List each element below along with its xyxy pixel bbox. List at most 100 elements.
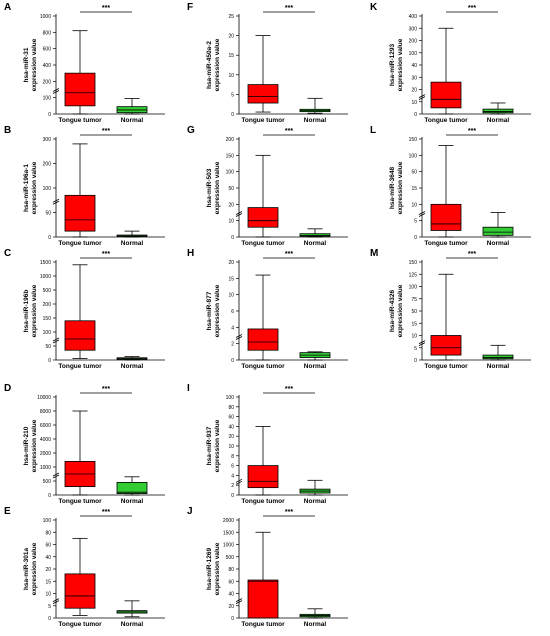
panel-letter: E <box>4 506 11 517</box>
y-tick-label: 50 <box>45 211 51 217</box>
box-iqr <box>482 108 514 114</box>
box-tongue-tumor <box>247 274 279 361</box>
y-axis-label: hsa-miR-196a-1 <box>23 164 30 212</box>
x-category-label: Tongue tumor <box>58 117 102 124</box>
y-tick-label: 400 <box>43 63 52 69</box>
box-tongue-tumor <box>247 154 279 238</box>
axis-break-mark <box>52 90 60 94</box>
y-tick-label: 60 <box>228 415 234 421</box>
y-axis-label-2: expression value <box>214 542 221 595</box>
y-axis-label-2: expression value <box>31 419 38 472</box>
y-tick-label: 20 <box>228 202 234 208</box>
y-tick-label: 0 <box>414 235 417 241</box>
significance-label: *** <box>102 251 110 258</box>
box-plot-j: 0 20 40 60 80 500 1000 1500 2000 hsa-miR-1269 expr… <box>206 509 348 628</box>
y-tick-label: 5 <box>414 346 417 352</box>
panel-letter: D <box>4 383 12 394</box>
box-normal <box>116 600 148 618</box>
box-tongue-tumor <box>430 273 462 361</box>
y-tick-label: 200 <box>226 137 235 143</box>
y-tick-label: 2 <box>231 342 234 348</box>
box-tongue-tumor <box>64 264 96 359</box>
axis-break-mark <box>235 211 243 215</box>
significance-label: *** <box>468 251 476 258</box>
y-axis-label-2: expression value <box>31 284 38 337</box>
box-plot-k: 0 10 20 30 40 100 200 300 400 hsa-miR-1293 express… <box>389 5 531 124</box>
x-category-label: Normal <box>487 240 510 247</box>
y-axis-label: hsa-miR-937 <box>206 426 213 465</box>
y-tick-label: 4000 <box>40 437 51 443</box>
axis-break-mark <box>235 213 243 217</box>
box-tongue-tumor <box>247 531 279 619</box>
y-tick-label: 20 <box>411 88 417 94</box>
y-tick-label: 125 <box>409 272 418 278</box>
y-tick-label: 0 <box>231 112 234 118</box>
y-tick-label: 100 <box>409 153 418 159</box>
y-tick-label: 150 <box>409 260 418 266</box>
x-category-label: Normal <box>121 621 144 628</box>
y-tick-label: 0 <box>48 358 51 364</box>
y-tick-label: 15 <box>228 276 234 282</box>
significance-label: *** <box>285 251 293 258</box>
x-category-label: Normal <box>121 240 144 247</box>
x-category-label: Normal <box>304 117 327 124</box>
panel-letter: B <box>4 125 12 136</box>
box-plot-e: 0 5 10 15 20 40 60 80 100 hsa-miR-301a expression … <box>23 509 165 628</box>
panel-k: K 0 10 20 30 40 100 200 300 400 hsa-miR-1293 expres… <box>366 2 546 128</box>
box-iqr <box>64 194 96 232</box>
x-category-label: Normal <box>487 363 510 370</box>
axis-break-mark <box>52 88 60 92</box>
y-tick-label: 4 <box>231 473 234 479</box>
axis-break-mark <box>235 480 243 485</box>
box-normal <box>116 98 148 115</box>
box-normal <box>299 97 331 114</box>
significance-label: *** <box>102 128 110 135</box>
y-tick-label: 600 <box>43 47 52 53</box>
y-tick-label: 60 <box>228 579 234 585</box>
box-tongue-tumor <box>64 30 96 115</box>
box-plot-b: 0 50 100 200 300 hsa-miR-196a-1 expression val… <box>23 128 165 247</box>
box-plot-i: 0 2 4 6 8 10 20 40 60 80 100 hsa-miR-937 expression … <box>206 386 348 505</box>
x-category-label: Normal <box>121 498 144 505</box>
y-tick-label: 200 <box>43 302 52 308</box>
box-iqr <box>299 233 331 237</box>
panel-letter: G <box>187 125 195 136</box>
y-tick-label: 15 <box>228 53 234 59</box>
y-tick-label: 200 <box>409 39 418 45</box>
box-plot-c: 0 50 100 150 200 500 1000 1500 hsa-miR-196b expre… <box>23 251 165 370</box>
box-iqr <box>247 465 279 489</box>
panel-letter: M <box>370 248 379 259</box>
x-category-label: Normal <box>304 621 327 628</box>
axis-break-mark <box>418 96 426 100</box>
y-tick-label: 0 <box>414 358 417 364</box>
y-tick-label: 150 <box>409 137 418 143</box>
y-tick-label: 800 <box>43 30 52 36</box>
axis-break-mark <box>52 598 60 602</box>
y-axis-label: hsa-miR-450a-2 <box>206 41 213 89</box>
box-tongue-tumor <box>64 410 96 496</box>
axis-break-mark <box>418 340 426 344</box>
x-category-label: Normal <box>304 240 327 247</box>
box-normal <box>482 344 514 361</box>
y-tick-label: 20 <box>228 34 234 40</box>
y-tick-label: 10 <box>411 202 417 208</box>
y-axis-label: hsa-miR-1269 <box>206 547 213 590</box>
x-category-label: Tongue tumor <box>241 117 285 124</box>
y-axis-label: hsa-miR-3648 <box>389 166 396 209</box>
panel-g: G 0 10 20 50 100 150 200 hsa-miR-503 expression v… <box>183 125 363 251</box>
y-tick-label: 2000 <box>223 518 234 524</box>
y-tick-label: 0 <box>231 358 234 364</box>
box-plot-g: 0 10 20 50 100 150 200 hsa-miR-503 expression va… <box>206 128 348 247</box>
x-category-label: Tongue tumor <box>241 621 285 628</box>
y-tick-label: 6 <box>231 309 234 315</box>
y-axis-label: hsa-miR-1293 <box>389 43 396 86</box>
box-tongue-tumor <box>430 27 462 115</box>
y-tick-label: 5 <box>231 92 234 98</box>
y-tick-label: 0 <box>48 112 51 118</box>
y-tick-label: 100 <box>43 186 52 192</box>
panel-letter: I <box>187 383 190 394</box>
y-tick-label: 400 <box>409 14 418 20</box>
y-tick-label: 1500 <box>40 260 51 266</box>
axis-break-mark <box>52 474 60 479</box>
y-tick-label: 10 <box>411 100 417 106</box>
